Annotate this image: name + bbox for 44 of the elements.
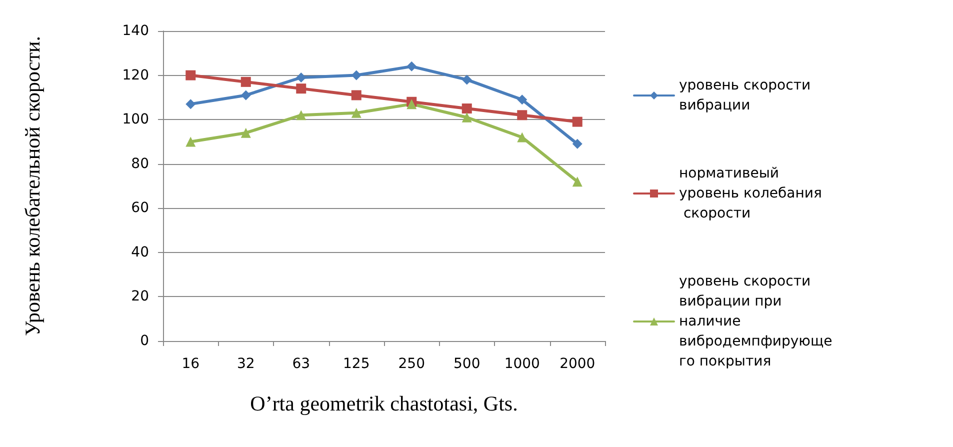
point [406, 99, 417, 110]
point [296, 110, 306, 120]
point [240, 128, 251, 138]
point [186, 99, 196, 110]
x-tick-label: 250 [398, 356, 425, 372]
y-tick-label: 100 [122, 112, 149, 128]
point [517, 132, 528, 142]
x-tick-label: 16 [182, 356, 200, 372]
point [296, 84, 306, 94]
y-tick-label: 60 [131, 200, 149, 216]
y-tick-label: 20 [131, 288, 149, 305]
point [186, 136, 196, 147]
point [240, 90, 251, 100]
point [351, 70, 362, 80]
x-tick-label: 32 [236, 356, 255, 372]
y-axis-title: Уровень колебательной скорости. [20, 36, 44, 336]
x-tick-label: 2000 [560, 356, 596, 372]
point [572, 138, 582, 149]
point [296, 72, 306, 82]
point [406, 61, 417, 72]
legend-label: уровень скорости вибрации [679, 78, 816, 114]
point [462, 74, 472, 85]
x-tick-label: 125 [343, 356, 370, 372]
y-tick-label: 0 [140, 333, 149, 349]
point [240, 76, 251, 87]
point [517, 94, 528, 105]
x-tick-label: 1000 [504, 356, 540, 372]
point [351, 90, 362, 100]
legend-label: нормативеый уровень колебания скорости [679, 166, 822, 222]
x-axis-title: O’rta geometrik chastotasi, Gts. [250, 392, 518, 416]
point [572, 116, 582, 127]
point [462, 112, 472, 122]
y-tick-label: 140 [122, 23, 149, 39]
x-tick-label: 63 [292, 356, 310, 372]
point [572, 176, 582, 187]
y-tick-label: 80 [131, 156, 149, 172]
point [186, 70, 196, 80]
point [351, 108, 362, 118]
y-tick-label: 120 [122, 67, 149, 84]
point [462, 104, 472, 114]
legend-label: уровень скорости вибрации при наличие вибродемпфирующего покрытия [679, 274, 832, 370]
point [517, 110, 528, 120]
y-tick-label: 40 [131, 244, 149, 260]
x-tick-label: 500 [454, 356, 480, 372]
